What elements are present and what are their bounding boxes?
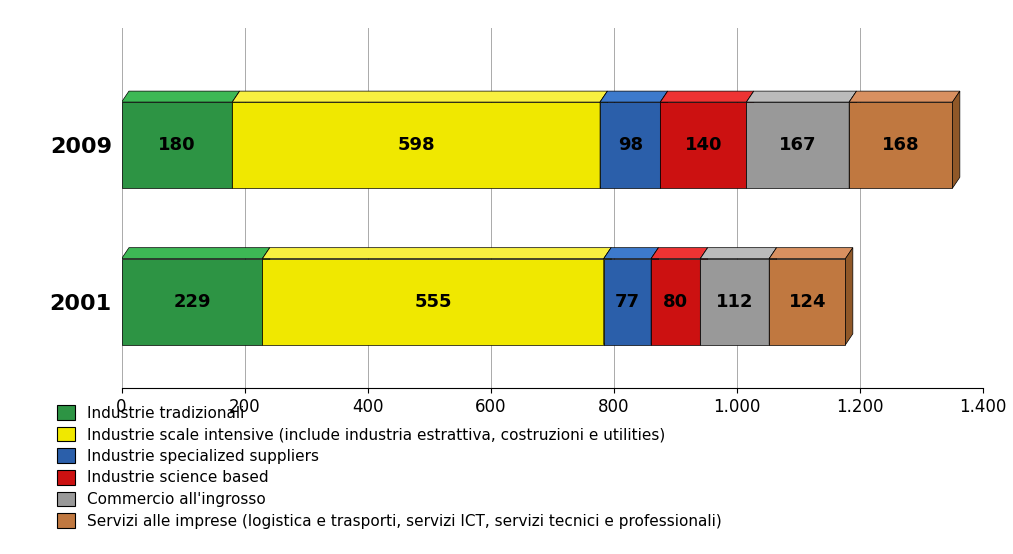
FancyBboxPatch shape [122, 102, 232, 188]
Polygon shape [262, 248, 269, 345]
Polygon shape [604, 248, 658, 259]
Text: 98: 98 [618, 136, 643, 154]
FancyBboxPatch shape [604, 259, 651, 345]
Text: 80: 80 [664, 293, 688, 311]
Polygon shape [660, 91, 754, 102]
Polygon shape [952, 91, 960, 188]
Text: 112: 112 [716, 293, 754, 311]
Text: 168: 168 [882, 136, 920, 154]
Polygon shape [849, 91, 960, 102]
Text: 77: 77 [615, 293, 640, 311]
FancyBboxPatch shape [232, 102, 600, 188]
FancyBboxPatch shape [262, 259, 604, 345]
Polygon shape [651, 248, 708, 259]
Polygon shape [700, 248, 777, 259]
FancyBboxPatch shape [651, 259, 700, 345]
Polygon shape [747, 91, 754, 188]
Text: 124: 124 [788, 293, 826, 311]
Legend: Industrie tradizionali, Industrie scale intensive (include industria estrattiva,: Industrie tradizionali, Industrie scale … [51, 399, 728, 535]
Polygon shape [747, 91, 857, 102]
Text: 229: 229 [173, 293, 211, 311]
FancyBboxPatch shape [849, 102, 952, 188]
Polygon shape [846, 248, 853, 345]
Polygon shape [600, 91, 608, 188]
Text: 180: 180 [158, 136, 196, 154]
Polygon shape [769, 248, 853, 259]
FancyBboxPatch shape [122, 259, 262, 345]
Polygon shape [262, 248, 611, 259]
Polygon shape [600, 91, 668, 102]
FancyBboxPatch shape [747, 102, 849, 188]
Polygon shape [651, 248, 658, 345]
Polygon shape [122, 91, 240, 102]
Text: 555: 555 [414, 293, 452, 311]
Polygon shape [769, 248, 777, 345]
FancyBboxPatch shape [660, 102, 747, 188]
Text: 598: 598 [397, 136, 435, 154]
Polygon shape [604, 248, 611, 345]
FancyBboxPatch shape [700, 259, 769, 345]
Polygon shape [122, 248, 269, 259]
FancyBboxPatch shape [769, 259, 846, 345]
Text: 140: 140 [685, 136, 722, 154]
Polygon shape [849, 91, 857, 188]
Text: 167: 167 [779, 136, 816, 154]
Polygon shape [660, 91, 668, 188]
Polygon shape [232, 91, 608, 102]
FancyBboxPatch shape [600, 102, 660, 188]
Polygon shape [700, 248, 708, 345]
Polygon shape [232, 91, 240, 188]
